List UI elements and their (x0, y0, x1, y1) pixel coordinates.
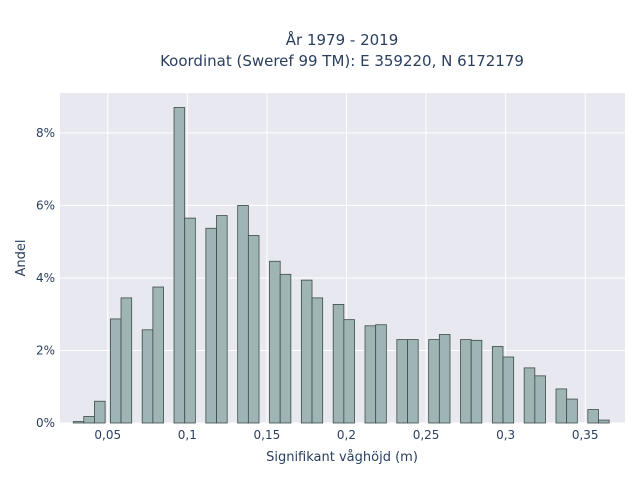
x-tick-label: 0,3 (496, 428, 515, 442)
histogram-bar (438, 334, 451, 424)
y-tick-label: 6% (36, 198, 55, 212)
histogram-bar (184, 217, 196, 424)
histogram-bar (566, 398, 578, 424)
histogram-bar (555, 388, 568, 424)
histogram-bar (109, 318, 122, 424)
histogram-bar (407, 339, 419, 424)
histogram-bar (279, 273, 292, 424)
histogram-bar (216, 215, 228, 424)
x-tick-label: 0,35 (572, 428, 599, 442)
bars-group (72, 107, 610, 424)
y-axis-ticks: 0% 2% 4% 6% 8% (36, 126, 55, 430)
histogram-bar (237, 205, 249, 424)
histogram-bar (83, 416, 95, 424)
x-axis-title: Signifikant våghöjd (m) (266, 450, 418, 465)
y-axis-title: Andel (14, 240, 29, 277)
histogram-bar (534, 375, 546, 424)
histogram-bar (205, 227, 217, 424)
histogram-bar (396, 339, 408, 424)
x-tick-label: 0,15 (254, 428, 281, 442)
histogram-bar (152, 286, 164, 424)
histogram-bar (343, 319, 355, 424)
x-axis-ticks: 0,05 0,1 0,15 0,2 0,25 0,3 0,35 (94, 428, 598, 442)
histogram-bar (587, 409, 599, 424)
histogram-bar (173, 107, 186, 424)
y-tick-label: 8% (36, 126, 55, 140)
x-tick-label: 0,1 (178, 428, 197, 442)
histogram-bar (523, 367, 536, 424)
histogram-bar (94, 400, 106, 424)
histogram-bar (460, 339, 472, 424)
chart-subtitle: Koordinat (Sweref 99 TM): E 359220, N 61… (160, 52, 524, 70)
histogram-bar (470, 339, 483, 424)
x-tick-label: 0,2 (337, 428, 356, 442)
x-tick-label: 0,25 (413, 428, 440, 442)
histogram-bar (332, 304, 345, 424)
histogram-bar (72, 421, 85, 424)
histogram-bar (141, 329, 154, 424)
histogram-bar (300, 279, 313, 424)
x-tick-label: 0,05 (94, 428, 121, 442)
y-tick-label: 4% (36, 271, 55, 285)
histogram-bar (120, 297, 133, 424)
y-tick-label: 0% (36, 416, 55, 430)
histogram-bar (428, 339, 440, 424)
histogram-bar (269, 260, 281, 424)
chart-title: År 1979 - 2019 (286, 30, 399, 49)
histogram-bar (598, 419, 610, 424)
histogram-bar (364, 325, 377, 424)
histogram-bar (491, 346, 504, 424)
histogram-bar (311, 297, 324, 424)
y-tick-label: 2% (36, 343, 55, 357)
histogram-bar (502, 356, 515, 424)
histogram-bar (375, 324, 387, 424)
histogram-bar (247, 235, 260, 424)
